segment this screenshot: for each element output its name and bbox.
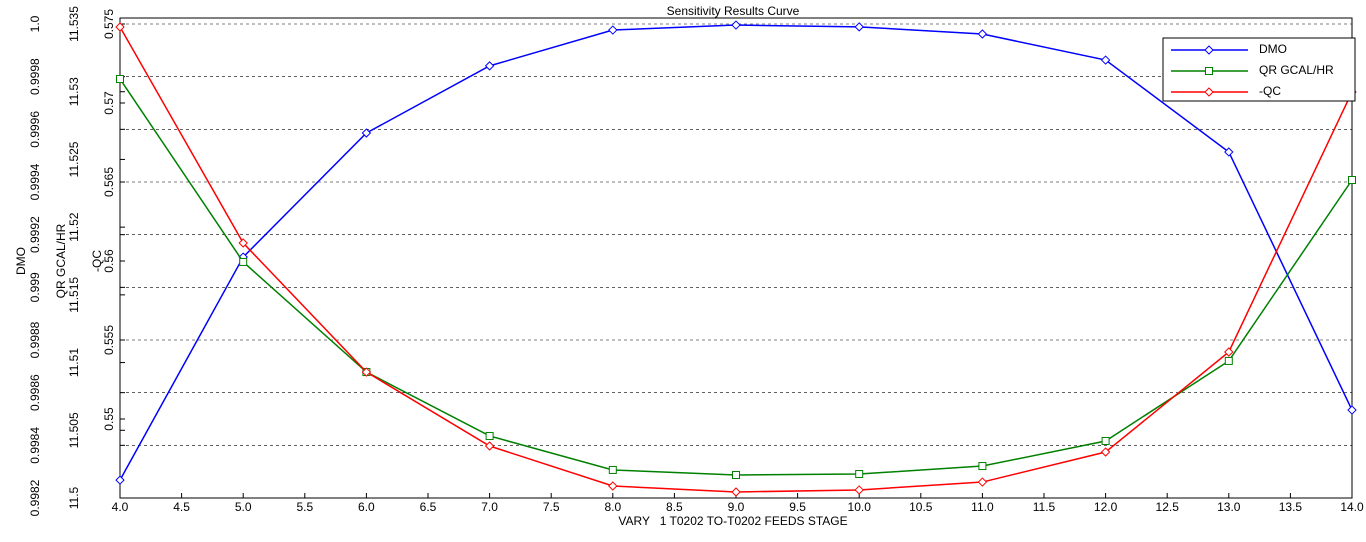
x-tick-label: 14.0 xyxy=(1340,500,1364,514)
y-tick-label: 0.565 xyxy=(102,167,116,197)
y-tick-label: 0.9986 xyxy=(28,374,42,411)
y-tick-label: 11.52 xyxy=(67,212,81,241)
x-tick-label: 8.0 xyxy=(604,500,621,514)
y-tick-label: 11.505 xyxy=(67,412,81,448)
x-tick-label: 13.5 xyxy=(1279,500,1303,514)
x-tick-label: 13.0 xyxy=(1217,500,1241,514)
data-point xyxy=(1224,347,1234,357)
data-point xyxy=(1224,147,1234,157)
data-point xyxy=(115,22,125,32)
y3-axis-title: -QC xyxy=(90,250,104,272)
y-tick-label: 11.515 xyxy=(67,277,81,313)
x-tick-label: 11.0 xyxy=(971,500,994,514)
x-tick-label: 9.5 xyxy=(789,500,806,514)
data-point xyxy=(361,128,372,138)
x-tick-label: 10.0 xyxy=(848,500,872,514)
y-tick-label: 0.9984 xyxy=(28,427,42,464)
y-tick-label: 0.9982 xyxy=(28,479,42,516)
legend-marker xyxy=(1205,67,1213,75)
legend-label: DMO xyxy=(1259,42,1287,56)
data-point xyxy=(116,74,124,83)
data-point xyxy=(485,431,494,440)
x-tick-label: 9.0 xyxy=(728,500,745,514)
legend-box xyxy=(1162,37,1356,102)
y-tick-label: 0.57 xyxy=(102,91,116,115)
y-tick-label: 0.9994 xyxy=(28,163,42,200)
y-tick-label: 11.525 xyxy=(67,141,81,177)
legend-label: -QC xyxy=(1259,84,1281,98)
data-point xyxy=(238,238,248,248)
y-tick-label: 0.56 xyxy=(102,249,116,273)
y-tick-label: 0.555 xyxy=(102,325,116,355)
x-axis-title: VARY 1 T0202 TO-T0202 FEEDS STAGE xyxy=(618,514,847,528)
y-tick-label: 0.999 xyxy=(28,272,42,302)
x-tick-label: 7.5 xyxy=(543,500,560,514)
data-point xyxy=(731,487,741,497)
data-point xyxy=(732,470,740,479)
data-point xyxy=(115,475,125,485)
y-tick-label: 11.53 xyxy=(67,77,81,106)
x-tick-label: 11.5 xyxy=(1033,500,1056,514)
data-point xyxy=(1100,55,1111,65)
data-point xyxy=(1347,405,1357,415)
y-tick-label: 11.5 xyxy=(67,486,81,509)
data-point xyxy=(977,477,988,487)
y-tick-label: 0.9992 xyxy=(28,216,42,253)
x-tick-label: 4.0 xyxy=(112,500,129,514)
data-point xyxy=(854,485,864,495)
data-point xyxy=(978,462,987,471)
legend-marker xyxy=(1204,87,1214,97)
legend-marker xyxy=(1204,45,1214,55)
data-point xyxy=(1100,447,1111,457)
y-tick-label: 0.9988 xyxy=(28,321,42,358)
x-tick-label: 4.5 xyxy=(173,500,190,514)
x-tick-label: 10.5 xyxy=(909,500,933,514)
data-point xyxy=(731,20,741,30)
x-tick-label: 7.0 xyxy=(481,500,498,514)
y-tick-label: 0.9996 xyxy=(28,111,42,148)
x-tick-label: 6.0 xyxy=(358,500,375,514)
data-point xyxy=(608,481,618,491)
y-axis-title: DMO xyxy=(14,247,28,275)
data-point xyxy=(854,22,864,32)
y2-axis-title: QR GCAL/HR xyxy=(54,223,68,298)
x-tick-label: 6.5 xyxy=(420,500,437,514)
legend: DMO QR GCAL/HR -QC xyxy=(1162,37,1356,102)
chart-title: Sensitivity Results Curve xyxy=(667,4,800,18)
data-point xyxy=(1101,436,1110,445)
data-point xyxy=(855,470,864,479)
y-tick-label: 11.535 xyxy=(67,6,81,42)
x-tick-label: 8.5 xyxy=(666,500,683,514)
data-point xyxy=(361,367,372,377)
y-tick-label: 1.0 xyxy=(28,15,42,32)
y-tick-label: 0.9998 xyxy=(28,58,42,95)
x-tick-label: 5.0 xyxy=(235,500,252,514)
data-point xyxy=(977,29,988,39)
x-tick-label: 12.0 xyxy=(1094,500,1118,514)
data-point xyxy=(1348,176,1356,185)
data-point xyxy=(484,61,495,71)
x-tick-label: 12.5 xyxy=(1156,500,1180,514)
y-tick-label: 0.575 xyxy=(102,9,116,39)
data-point xyxy=(608,25,618,35)
data-point xyxy=(608,465,617,474)
data-point xyxy=(1224,356,1233,365)
data-point xyxy=(239,257,248,266)
legend-label: QR GCAL/HR xyxy=(1259,63,1334,77)
y-tick-label: 11.51 xyxy=(67,348,81,377)
y-tick-label: 0.55 xyxy=(102,407,116,431)
data-point xyxy=(484,441,495,451)
x-tick-label: 5.5 xyxy=(296,500,313,514)
